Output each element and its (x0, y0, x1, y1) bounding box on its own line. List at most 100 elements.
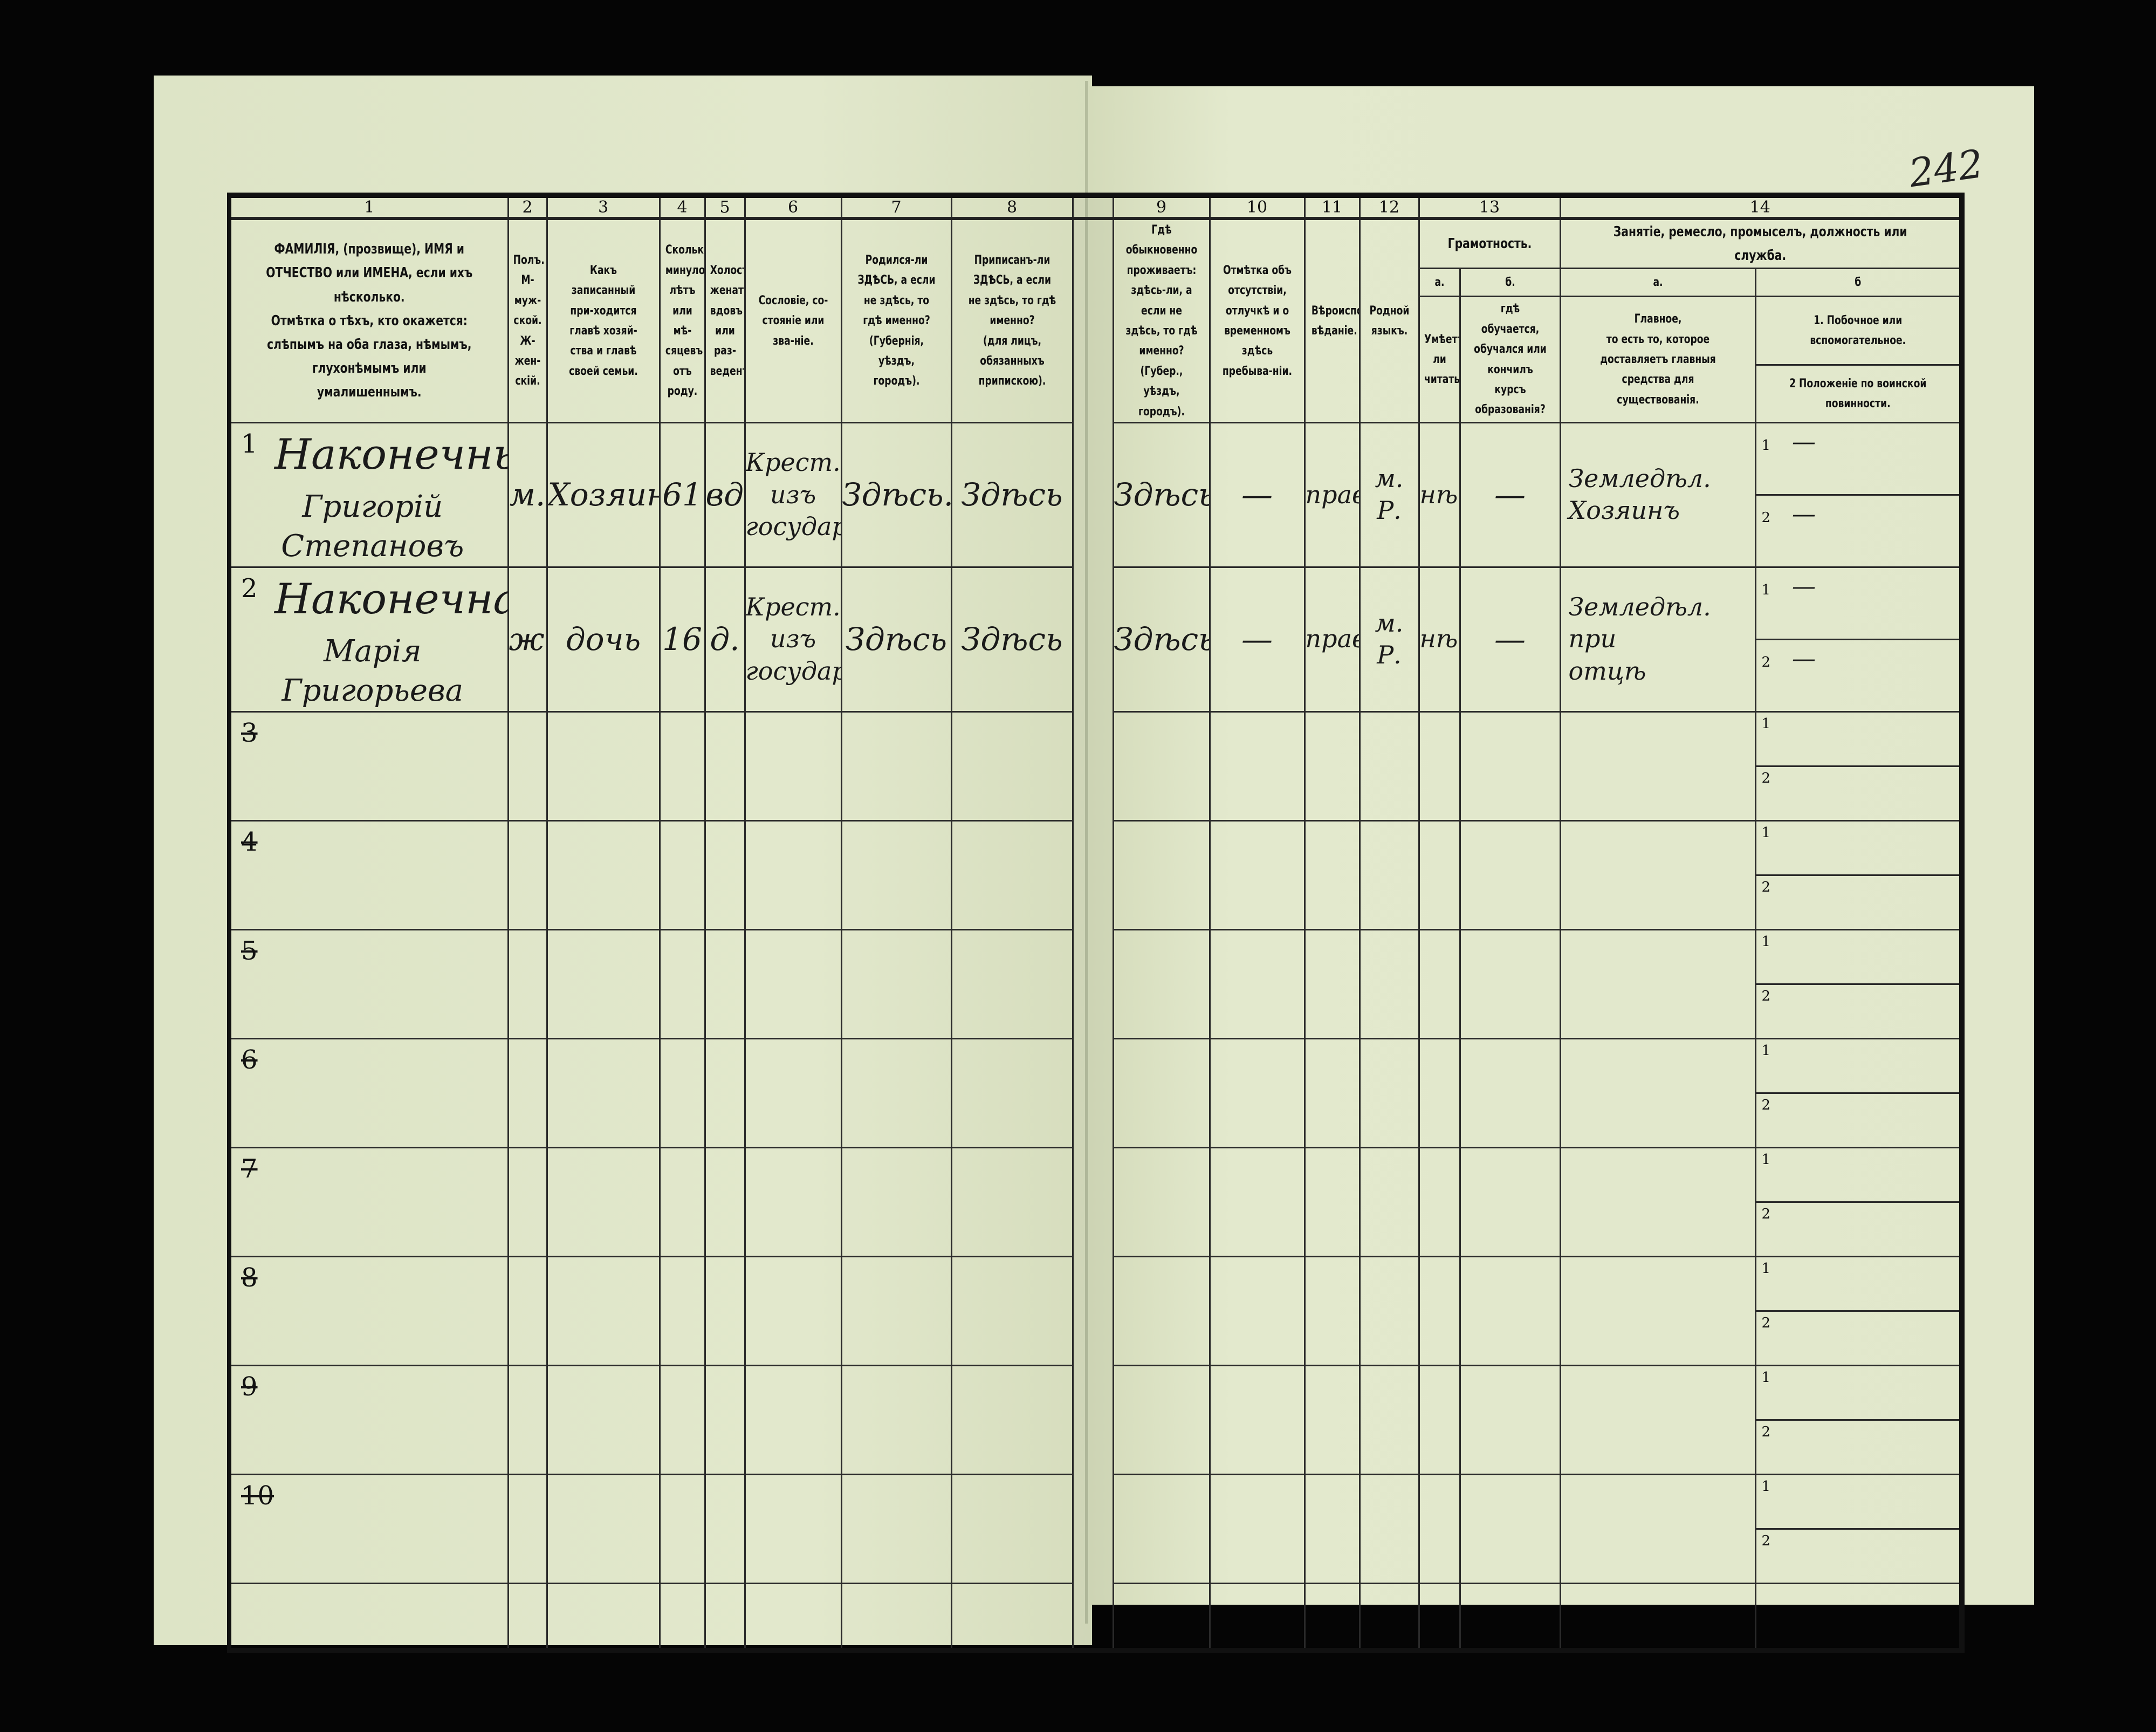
religion-cell (1303, 819, 1361, 930)
can-read-cell (1418, 1146, 1461, 1257)
name-cell: 4 (228, 819, 509, 930)
occupation-cell (1559, 928, 1756, 1039)
relation-cell: Хозяинъ (546, 421, 661, 568)
sub-label: 1 (1761, 1369, 1771, 1386)
residence-cell (1112, 1364, 1211, 1475)
sub-label: 2 (1761, 654, 1771, 670)
marital-cell (704, 710, 746, 821)
header-religion: Вѣроиспо-вѣданіе. (1303, 217, 1361, 423)
religion-cell: прав. (1303, 566, 1361, 713)
residence-cell (1112, 1255, 1211, 1366)
can-read-cell (1418, 1255, 1461, 1366)
registration-cell (950, 1255, 1074, 1366)
relation-cell (546, 710, 661, 821)
education-cell: — (1459, 421, 1561, 568)
registration-cell (950, 1037, 1074, 1148)
sex-cell (507, 710, 548, 821)
education-value: — (1494, 476, 1526, 513)
marital-cell (704, 1037, 746, 1148)
sub-label: 1 (1761, 581, 1771, 598)
table-row: 2 Наконечная Марія Григорьева ж. дочь 16д.Кре… (228, 566, 1963, 713)
sex-cell (507, 819, 548, 930)
sex-cell (507, 1364, 548, 1475)
religion-value: прав. (1305, 480, 1358, 509)
table-row-sub: 2 (229, 1092, 1963, 1148)
birthplace-value: Здѣсь. (842, 476, 951, 513)
registration-cell: Здѣсь (950, 421, 1074, 568)
relation-cell (546, 928, 661, 1039)
row-number: 2 (241, 573, 258, 604)
sub-label: 1 (1761, 715, 1771, 732)
language-value: м. Р. (1375, 608, 1404, 670)
registration-cell (950, 710, 1074, 821)
registration-cell (950, 928, 1074, 1039)
name-cell: 8 (228, 1255, 509, 1366)
age-cell (658, 1146, 706, 1257)
age-cell (658, 1255, 706, 1366)
header-residence: Гдѣ обыкновенно проживаетъ: здѣсь-ли, а … (1112, 217, 1211, 423)
language-cell (1358, 1037, 1420, 1148)
sub-label: 2 (1761, 509, 1771, 526)
header-13b-label: б. (1459, 268, 1561, 298)
marital-cell (704, 1146, 746, 1257)
birthplace-cell (840, 928, 952, 1039)
relation-value: Хозяинъ (547, 476, 658, 513)
military-status: 2 (1754, 1310, 1963, 1366)
religion-cell (1303, 710, 1361, 821)
relation-cell: дочь (546, 566, 661, 713)
sub-label: 2 (1761, 1206, 1771, 1222)
registration-value: Здѣсь (961, 620, 1063, 658)
sub-label: 1 (1761, 1478, 1771, 1495)
header-name: ФАМИЛІЯ, (прозвище), ИМЯ и ОТЧЕСТВО или … (228, 217, 509, 423)
absence-cell: — (1209, 421, 1306, 568)
religion-cell (1303, 1364, 1361, 1475)
row-number: 9 (241, 1371, 258, 1402)
birthplace-cell (840, 1473, 952, 1584)
birthplace-cell (840, 1255, 952, 1366)
religion-value: прав. (1305, 624, 1358, 654)
religion-cell (1303, 1037, 1361, 1148)
spine-gap (1072, 1038, 1114, 1148)
header-marital: Холостъ, женатъ, вдовъ или раз-веденъ. (704, 217, 746, 423)
absence-cell (1209, 819, 1306, 930)
religion-cell: прав. (1303, 421, 1361, 568)
education-cell (1459, 710, 1561, 821)
name-cell: 3 (228, 710, 509, 821)
can-read-cell (1418, 710, 1461, 821)
registration-cell (950, 819, 1074, 930)
occupation-cell: Земледѣл. Хозяинъ (1559, 421, 1756, 568)
header-14b-label: б (1754, 268, 1963, 298)
registration-cell (950, 1473, 1074, 1584)
residence-cell (1112, 1146, 1211, 1257)
estate-cell (744, 1146, 842, 1257)
can-read-cell (1418, 819, 1461, 930)
sub-label: 1 (1761, 1042, 1771, 1059)
absence-cell (1209, 1255, 1306, 1366)
estate-cell (744, 1037, 842, 1148)
religion-cell (1303, 1255, 1361, 1366)
absence-cell (1209, 928, 1306, 1039)
sex-value: ж. (509, 620, 545, 658)
name-cell: 10 (228, 1473, 509, 1584)
age-cell (658, 819, 706, 930)
sex-cell: м. (507, 421, 548, 568)
marital-value: д. (710, 620, 740, 658)
given-name-patronymic: Григорій Степановъ (281, 489, 464, 564)
header-estate: Сословіе, со-стояніе или зва-ніе. (744, 217, 842, 423)
birthplace-cell (840, 1146, 952, 1257)
military-status: 2 (1754, 1528, 1963, 1584)
registration-value: Здѣсь (961, 476, 1063, 513)
sex-cell (507, 1146, 548, 1257)
side-occupation: 1— (1754, 421, 1963, 496)
can-read-cell: нѣт (1418, 566, 1461, 713)
birthplace-cell (840, 1037, 952, 1148)
row-number: 4 (241, 826, 258, 857)
sub-label: 1 (1761, 933, 1771, 950)
birthplace-cell (840, 1364, 952, 1475)
estate-cell (744, 928, 842, 1039)
birthplace-value: Здѣсь (845, 620, 947, 658)
residence-cell (1112, 710, 1211, 821)
marital-cell (704, 1364, 746, 1475)
side-occupation: 1 (1754, 1037, 1963, 1094)
